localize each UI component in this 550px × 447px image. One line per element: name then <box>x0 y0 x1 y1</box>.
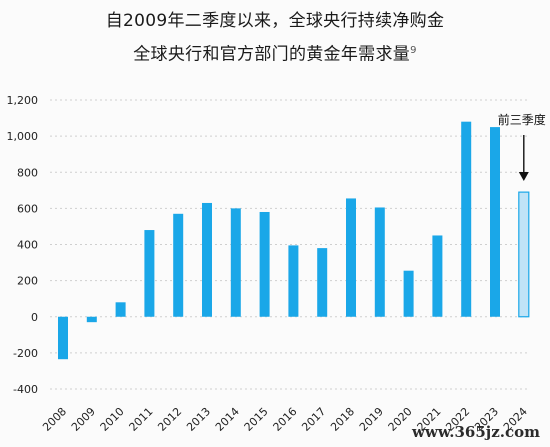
bar <box>173 213 184 317</box>
annotation-arrow-head <box>518 172 529 181</box>
bar <box>461 121 472 317</box>
x-tick-label: 2019 <box>357 405 386 434</box>
bar <box>403 270 414 317</box>
bar <box>288 245 299 317</box>
x-tick-label: 2012 <box>155 405 184 434</box>
bar <box>346 198 356 317</box>
annotation-label: 前三季度 <box>498 112 546 127</box>
x-tick-label: 2011 <box>127 405 156 434</box>
x-tick-label: 2013 <box>184 405 213 434</box>
chart-subtitle-text: 全球央行和官方部门的黄金年需求量 <box>133 44 411 65</box>
bar <box>259 211 270 317</box>
x-tick-label: 2014 <box>213 405 242 434</box>
bar <box>230 208 241 317</box>
bar <box>374 207 385 317</box>
y-tick-label: 0 <box>31 311 38 324</box>
bar <box>115 302 126 317</box>
watermark: www.365jz.com <box>412 423 540 441</box>
footnote-marker: 9 <box>410 45 417 56</box>
y-tick-label: 600 <box>17 202 38 215</box>
x-tick-label: 2015 <box>242 405 271 434</box>
y-tick-label: 200 <box>17 275 38 288</box>
x-tick-label: 2018 <box>328 405 357 434</box>
x-tick-label: 2017 <box>299 405 328 434</box>
y-tick-label: 800 <box>17 166 38 179</box>
y-tick-label: 400 <box>17 239 38 252</box>
y-tick-label: -400 <box>13 383 38 396</box>
bar <box>432 235 443 317</box>
x-tick-label: 2016 <box>271 405 300 434</box>
x-tick-label: 2020 <box>386 405 415 434</box>
chart-title: 自2009年二季度以来，全球央行持续净购金 <box>105 11 445 31</box>
bar <box>86 316 97 323</box>
y-tick-label: 1,200 <box>7 94 39 107</box>
chart-title-block: 自2009年二季度以来，全球央行持续净购金 全球央行和官方部门的黄金年需求量9 <box>0 6 550 70</box>
x-tick-label: 2009 <box>69 405 98 434</box>
bar <box>202 202 212 317</box>
bar <box>490 127 500 317</box>
chart-subtitle: 全球央行和官方部门的黄金年需求量9 <box>0 36 550 70</box>
y-tick-label: -200 <box>13 347 38 360</box>
bar-highlight <box>518 191 530 318</box>
x-tick-label: 2010 <box>98 405 127 434</box>
bar <box>317 248 328 317</box>
x-tick-label: 2008 <box>40 405 69 434</box>
bar <box>58 316 68 360</box>
bar <box>144 230 155 317</box>
y-tick-label: 1,000 <box>7 130 39 143</box>
